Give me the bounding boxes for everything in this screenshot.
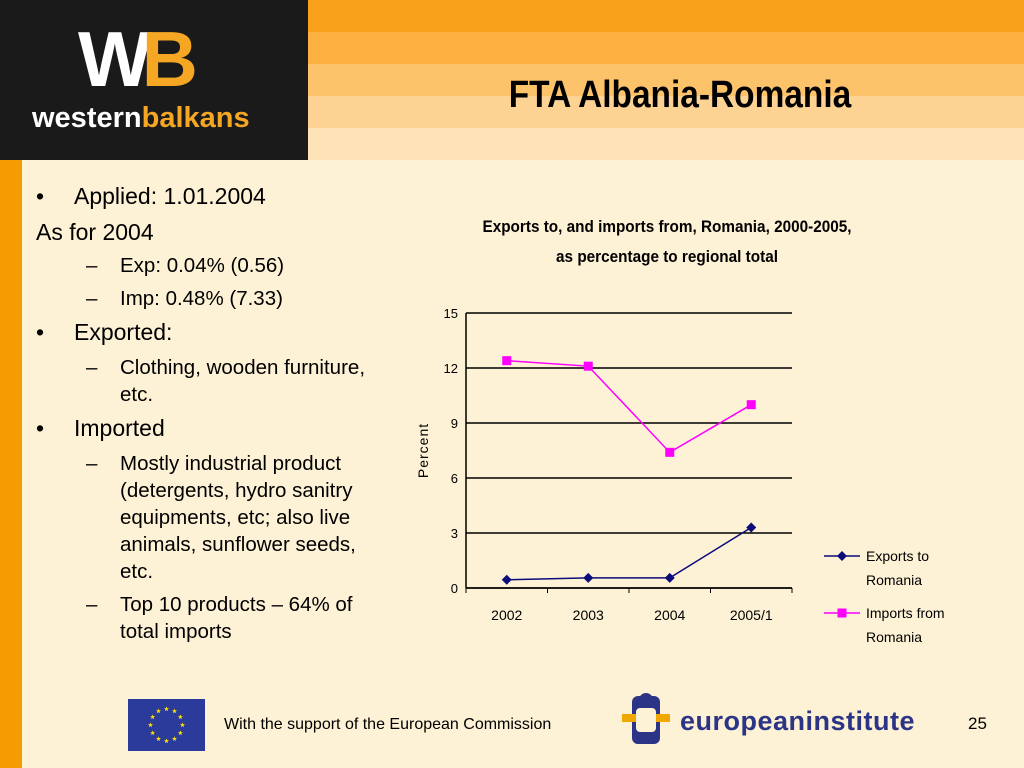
data-point — [583, 572, 594, 583]
eu-star — [156, 736, 161, 741]
x-tick-label: 2003 — [573, 607, 604, 623]
western-balkans-logo: WB westernbalkans — [0, 0, 308, 160]
data-point — [665, 447, 675, 457]
european-institute-emblem-icon — [622, 693, 670, 744]
data-point — [502, 356, 512, 366]
bullet-list: • Applied: 1.01.2004 As for 2004 – Exp: 0.… — [36, 182, 376, 651]
eu-star — [164, 738, 169, 744]
legend-label: Imports from — [866, 605, 945, 621]
eu-star — [172, 736, 177, 741]
eu-star — [150, 730, 156, 736]
eu-star — [164, 706, 169, 712]
eu-flag — [128, 699, 205, 751]
header-band — [308, 0, 1024, 160]
bullet-applied: • Applied: 1.01.2004 — [36, 183, 266, 209]
as-for-heading: As for 2004 — [36, 219, 154, 245]
y-axis-label: Percent — [415, 423, 431, 478]
eu-star — [172, 708, 177, 714]
sub-bullet-exported-items: – Clothing, wooden furniture, etc. — [86, 356, 366, 406]
eu-star — [180, 722, 185, 728]
european-institute-logo-text: europeaninstitute — [680, 706, 916, 736]
y-tick-label: 12 — [444, 361, 458, 376]
legend-label: Exports to — [866, 548, 929, 564]
sub-bullet-exp: – Exp: 0.04% (0.56) — [86, 254, 285, 277]
sub-bullet-imported-items: – Mostly industrial product (detergents, … — [86, 452, 356, 583]
y-tick-label: 3 — [451, 526, 458, 541]
legend-label: Romania — [866, 629, 922, 645]
legend-marker — [837, 551, 847, 561]
footer-support-text: With the support of the European Commiss… — [224, 716, 552, 733]
x-tick-label: 2002 — [491, 607, 522, 623]
data-point — [501, 574, 512, 585]
data-point — [583, 361, 593, 371]
sub-bullet-top10: – Top 10 products – 64% of total imports — [86, 593, 353, 643]
data-point — [664, 572, 675, 583]
eu-star — [156, 708, 161, 714]
bullet-exported: • Exported: — [36, 319, 173, 345]
eu-stars-icon — [148, 706, 185, 744]
bullet-imported: • Imported — [36, 415, 165, 441]
data-point — [746, 400, 756, 410]
y-tick-label: 9 — [451, 416, 458, 431]
slide-title: FTA Albania-Romania — [508, 74, 852, 116]
series-line-0 — [506, 526, 752, 581]
eu-star — [148, 722, 153, 728]
logo-mark: WB — [78, 15, 198, 103]
legend-marker — [837, 608, 847, 618]
line-chart: 0 3 6 9 12 15 2002 2003 2004 2005/1 Percent Exports… — [415, 306, 945, 645]
chart-title: Exports to, and imports from, Romania, 2… — [482, 217, 852, 266]
sub-bullet-imp: – Imp: 0.48% (7.33) — [86, 287, 283, 310]
page-number: 25 — [968, 714, 987, 733]
x-tick-label: 2004 — [654, 607, 685, 623]
y-tick-label: 0 — [451, 581, 458, 596]
eu-star — [150, 714, 156, 720]
y-tick-label: 6 — [451, 471, 458, 486]
y-tick-label: 15 — [444, 306, 458, 321]
x-tick-label: 2005/1 — [730, 607, 773, 623]
left-accent-strip — [0, 160, 22, 768]
data-point — [746, 522, 757, 533]
logo-wordmark: westernbalkans — [32, 102, 250, 134]
eu-star — [177, 730, 183, 736]
eu-star — [177, 714, 183, 720]
legend-label: Romania — [866, 572, 922, 588]
series-line-1 — [506, 359, 752, 454]
